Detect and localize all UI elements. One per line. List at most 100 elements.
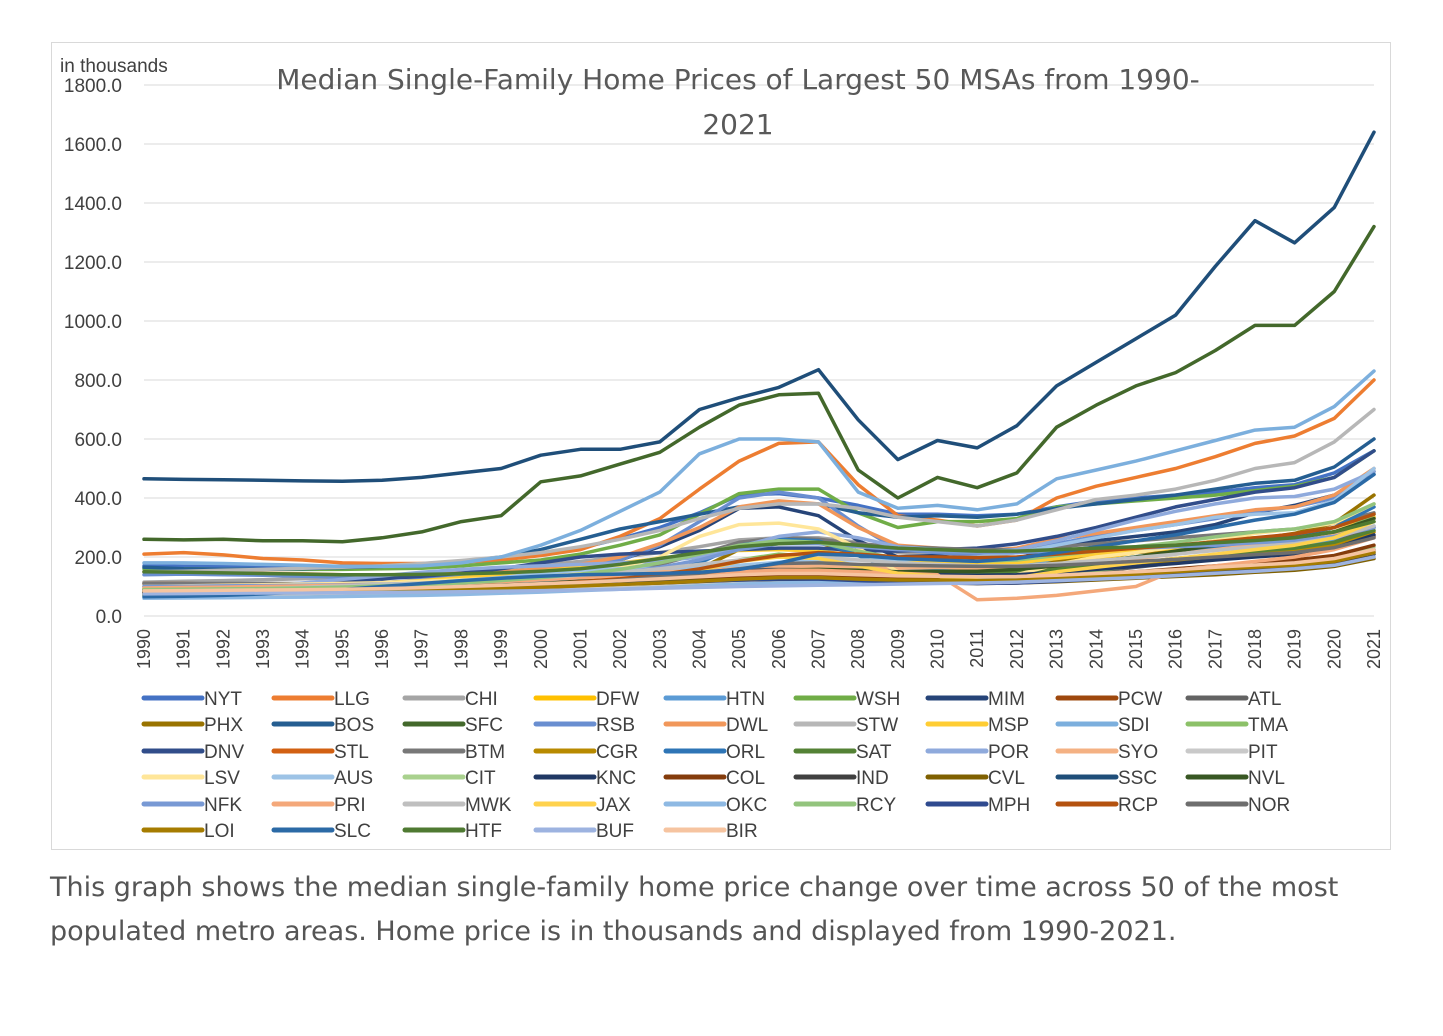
series-line-htf — [142, 519, 1376, 577]
x-tick-label: 2003 — [650, 629, 670, 669]
legend-label: PCW — [1118, 689, 1162, 710]
y-tick-label: 1000.0 — [64, 312, 122, 333]
x-tick-label: 2017 — [1205, 629, 1225, 669]
legend-item-cvl: CVL — [925, 768, 1025, 789]
legend-item-chi: CHI — [402, 689, 498, 710]
legend-item-stw: STW — [793, 715, 898, 736]
x-tick-label: 2014 — [1086, 629, 1106, 669]
legend-label: ORL — [726, 742, 765, 763]
y-tick-label: 800.0 — [74, 371, 122, 392]
legend-label: NOR — [1248, 795, 1290, 816]
series-line-sdi — [142, 369, 1376, 569]
legend-item-sat: SAT — [793, 742, 892, 763]
legend-label: CGR — [596, 742, 638, 763]
y-tick-label: 0.0 — [96, 607, 122, 628]
legend-item-aus: AUS — [271, 768, 373, 789]
series-line-wsh — [142, 449, 1376, 572]
legend-label: SYO — [1118, 742, 1158, 763]
legend-item-knc: KNC — [533, 768, 636, 789]
legend-item-ssc: SSC — [1055, 768, 1157, 789]
legend-item-phx: PHX — [141, 715, 243, 736]
y-tick-label: 200.0 — [74, 548, 122, 569]
legend-item-htn: HTN — [663, 689, 765, 710]
legend-item-pri: PRI — [271, 795, 366, 816]
chart-title-line2: 2021 — [702, 108, 773, 141]
legend-label: DFW — [596, 689, 639, 710]
x-tick-label: 2000 — [531, 629, 551, 669]
legend-label: STW — [856, 715, 898, 736]
x-tick-label: 2018 — [1245, 629, 1265, 669]
legend-label: RCP — [1118, 795, 1158, 816]
legend-item-pcw: PCW — [1055, 689, 1162, 710]
legend-label: SSC — [1118, 768, 1157, 789]
legend-item-sfc: SFC — [402, 715, 503, 736]
x-tick-label: 2008 — [848, 629, 868, 669]
legend-label: NYT — [204, 689, 242, 710]
legend-item-nor: NOR — [1185, 795, 1290, 816]
legend-label: TMA — [1248, 715, 1288, 736]
legend-item-rcp: RCP — [1055, 795, 1158, 816]
x-tick-label: 1991 — [174, 629, 194, 669]
x-tick-label: 2005 — [729, 629, 749, 669]
legend-label: BTM — [465, 742, 505, 763]
x-tick-labels: 1990 1991 1992 1993 1994 1995 1996 1997 1998 1999… — [134, 629, 1384, 669]
x-tick-label: 1997 — [412, 629, 432, 669]
chart-title-line1: Median Single-Family Home Prices of Larg… — [276, 63, 1199, 96]
legend-item-wsh: WSH — [793, 689, 900, 710]
legend-label: JAX — [596, 795, 631, 816]
gridlines — [144, 84, 1374, 617]
figure-caption: This graph shows the median single-famil… — [50, 872, 1339, 947]
legend-item-syo: SYO — [1055, 742, 1158, 763]
legend-item-btm: BTM — [402, 742, 505, 763]
legend-label: BIR — [726, 821, 758, 842]
legend-item-dnv: DNV — [141, 742, 244, 763]
legend-item-dfw: DFW — [533, 689, 639, 710]
legend-item-cit: CIT — [402, 768, 496, 789]
series-line-sfc — [142, 224, 1376, 544]
legend-label: SDI — [1118, 715, 1150, 736]
line-chart: 0.0 200.0 400.0 600.0 800.0 1000.0 1200.0 1400.… — [60, 56, 1384, 842]
legend-item-buf: BUF — [533, 821, 634, 842]
legend-label: DNV — [204, 742, 244, 763]
y-tick-label: 1800.0 — [64, 76, 122, 97]
legend-label: ATL — [1248, 689, 1281, 710]
y-tick-label: 600.0 — [74, 430, 122, 451]
legend-item-por: POR — [925, 742, 1029, 763]
legend-item-tma: TMA — [1185, 715, 1288, 736]
series-line-bir — [142, 547, 1376, 593]
series-line-dnv — [142, 449, 1376, 592]
legend-label: LLG — [334, 689, 370, 710]
legend-item-stl: STL — [271, 742, 369, 763]
legend-label: NVL — [1248, 768, 1285, 789]
x-tick-label: 2001 — [570, 629, 590, 669]
legend-item-rsb: RSB — [533, 715, 635, 736]
legend-item-mph: MPH — [925, 795, 1030, 816]
legend-label: RCY — [856, 795, 896, 816]
legend-item-col: COL — [663, 768, 765, 789]
legend-label: COL — [726, 768, 765, 789]
x-tick-label: 2012 — [1007, 629, 1027, 669]
legend-item-bir: BIR — [663, 821, 758, 842]
x-tick-label: 1994 — [293, 629, 313, 669]
legend-label: CVL — [988, 768, 1025, 789]
legend-label: KNC — [596, 768, 636, 789]
x-tick-label: 2006 — [769, 629, 789, 669]
x-tick-label: 1993 — [253, 629, 273, 669]
legend-label: PHX — [204, 715, 243, 736]
x-tick-label: 1999 — [491, 629, 511, 669]
legend-item-llg: LLG — [271, 689, 370, 710]
legend-label: PRI — [334, 795, 366, 816]
legend-label: POR — [988, 742, 1029, 763]
legend-item-ind: IND — [793, 768, 889, 789]
x-tick-label: 2016 — [1166, 629, 1186, 669]
legend-label: SLC — [334, 821, 371, 842]
x-tick-label: 1996 — [372, 629, 392, 669]
legend-item-sdi: SDI — [1055, 715, 1150, 736]
unit-label: in thousands — [60, 56, 168, 77]
legend-label: AUS — [334, 768, 373, 789]
legend-label: LSV — [204, 768, 240, 789]
legend-item-rcy: RCY — [793, 795, 896, 816]
legend-label: HTN — [726, 689, 765, 710]
y-tick-label: 400.0 — [74, 489, 122, 510]
legend-label: CHI — [465, 689, 498, 710]
